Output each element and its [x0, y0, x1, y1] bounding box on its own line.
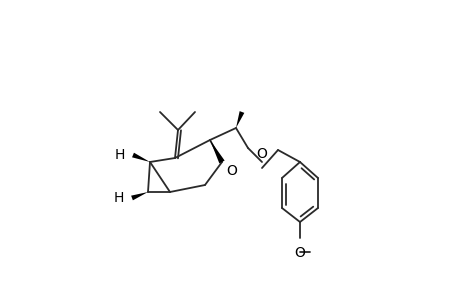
Polygon shape: [210, 140, 224, 164]
Text: O: O: [256, 147, 267, 161]
Polygon shape: [132, 153, 150, 162]
Text: H: H: [114, 148, 125, 162]
Text: O: O: [294, 246, 305, 260]
Polygon shape: [131, 192, 148, 200]
Text: O: O: [225, 164, 236, 178]
Polygon shape: [235, 111, 244, 128]
Text: H: H: [113, 191, 124, 205]
